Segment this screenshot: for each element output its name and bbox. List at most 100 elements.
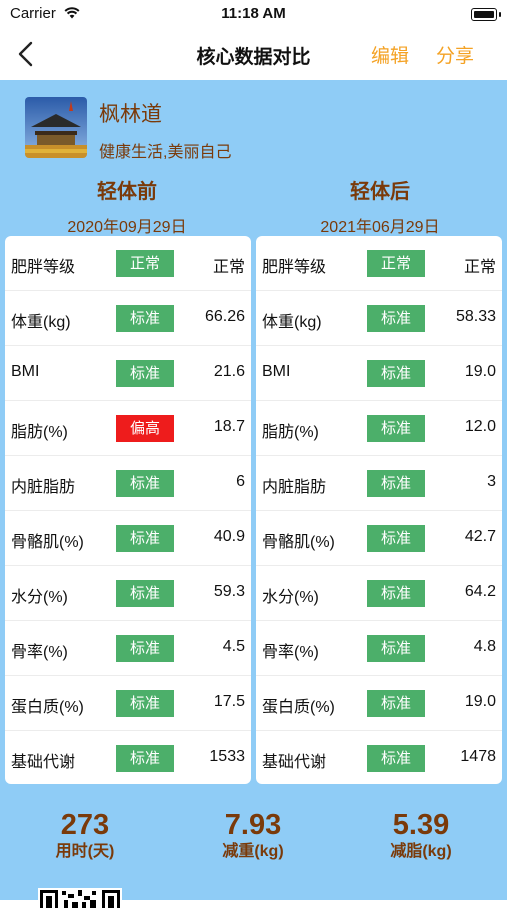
metric-value: 21.6 bbox=[213, 363, 245, 380]
page-title: 核心数据对比 bbox=[196, 47, 311, 68]
before-card: 肥胖等级 正常 正常 体重(kg) 标准 66.26 BMI 标准 21.6 脂肪(%) 偏高 18.… bbox=[5, 236, 251, 784]
metric-value: 4.8 bbox=[473, 638, 496, 655]
status-badge: 标准 bbox=[116, 580, 174, 607]
metric-value: 4.5 bbox=[222, 638, 245, 655]
metric-value: 正常 bbox=[212, 259, 245, 276]
days-value: 273 bbox=[60, 809, 110, 841]
avatar[interactable] bbox=[25, 97, 87, 158]
before-heading: 轻体前 bbox=[97, 181, 157, 203]
status-badge: 标准 bbox=[367, 470, 425, 497]
fat-loss-value: 5.39 bbox=[392, 809, 450, 841]
metric-label: 水分(%) bbox=[11, 589, 68, 606]
user-name: 枫林道 bbox=[99, 103, 162, 126]
metric-label: 基础代谢 bbox=[11, 754, 76, 771]
metric-label: 内脏脂肪 bbox=[11, 479, 76, 496]
metric-value: 3 bbox=[487, 473, 496, 490]
qr-code-icon bbox=[38, 888, 122, 908]
status-badge: 标准 bbox=[367, 635, 425, 662]
metric-value: 17.5 bbox=[213, 693, 245, 710]
back-chevron-icon[interactable] bbox=[14, 40, 40, 68]
status-badge: 标准 bbox=[116, 360, 174, 387]
fat-loss-label: 减脂(kg) bbox=[390, 843, 452, 860]
table-row: 水分(%) 标准 64.2 bbox=[256, 566, 502, 621]
metric-label: 骨率(%) bbox=[262, 644, 319, 661]
table-row: 骨骼肌(%) 标准 42.7 bbox=[256, 511, 502, 566]
after-heading: 轻体后 bbox=[350, 181, 410, 203]
status-badge: 标准 bbox=[116, 635, 174, 662]
nav-bar: 核心数据对比 编辑 分享 bbox=[0, 28, 507, 80]
metric-label: BMI bbox=[262, 363, 291, 380]
summary-days: 273 用时(天) bbox=[5, 808, 165, 862]
metric-label: 蛋白质(%) bbox=[11, 699, 84, 716]
metric-label: 体重(kg) bbox=[262, 314, 322, 331]
status-badge: 标准 bbox=[367, 360, 425, 387]
before-date: 2020年09月29日 bbox=[67, 219, 187, 236]
metric-label: 骨率(%) bbox=[11, 644, 68, 661]
status-badge: 标准 bbox=[367, 690, 425, 717]
metric-value: 18.7 bbox=[213, 418, 245, 435]
metric-value: 19.0 bbox=[464, 363, 496, 380]
table-row: 水分(%) 标准 59.3 bbox=[5, 566, 251, 621]
wifi-icon bbox=[64, 7, 80, 19]
status-badge: 标准 bbox=[116, 470, 174, 497]
metric-label: 骨骼肌(%) bbox=[11, 534, 84, 551]
metric-value: 6 bbox=[236, 473, 245, 490]
status-badge: 标准 bbox=[367, 305, 425, 332]
metric-label: 水分(%) bbox=[262, 589, 319, 606]
after-card: 肥胖等级 正常 正常体重(kg) 标准 58.33 BMI 标准 19.0 脂肪(%) 标准 12.… bbox=[256, 236, 502, 784]
weight-loss-value: 7.93 bbox=[224, 809, 282, 841]
metric-value: 64.2 bbox=[464, 583, 496, 600]
metric-label: 脂肪(%) bbox=[11, 424, 68, 441]
status-time: 11:18 AM bbox=[221, 5, 286, 22]
metric-label: 肥胖等级 bbox=[262, 259, 327, 276]
edit-button[interactable]: 编辑 bbox=[371, 46, 410, 67]
status-badge: 正常 bbox=[116, 250, 174, 277]
status-badge: 标准 bbox=[367, 580, 425, 607]
metric-value: 58.33 bbox=[455, 308, 496, 325]
metric-value: 40.9 bbox=[213, 528, 245, 545]
metric-label: 蛋白质(%) bbox=[262, 699, 335, 716]
status-badge: 标准 bbox=[367, 415, 425, 442]
table-row: 内脏脂肪 标准 3 bbox=[256, 456, 502, 511]
metric-label: 骨骼肌(%) bbox=[262, 534, 335, 551]
metric-value: 59.3 bbox=[213, 583, 245, 600]
metric-value: 66.26 bbox=[204, 308, 245, 325]
metric-value: 12.0 bbox=[464, 418, 496, 435]
status-badge: 标准 bbox=[367, 745, 425, 772]
status-badge: 标准 bbox=[116, 690, 174, 717]
metric-label: 内脏脂肪 bbox=[262, 479, 327, 496]
table-row: 肥胖等级 正常 正常 bbox=[256, 236, 502, 291]
table-row: 内脏脂肪 标准 6 bbox=[5, 456, 251, 511]
metric-label: BMI bbox=[11, 363, 40, 380]
status-badge: 标准 bbox=[116, 745, 174, 772]
days-label: 用时(天) bbox=[55, 843, 115, 860]
table-row: BMI 标准 19.0 bbox=[256, 346, 502, 401]
metric-label: 脂肪(%) bbox=[262, 424, 319, 441]
table-row: 基础代谢 标准 1478 bbox=[256, 731, 502, 784]
metric-label: 肥胖等级 bbox=[11, 259, 76, 276]
metric-value: 1478 bbox=[460, 748, 496, 765]
metric-label: 基础代谢 bbox=[262, 754, 327, 771]
battery-icon bbox=[471, 8, 501, 21]
table-row: 肥胖等级 正常 正常 bbox=[5, 236, 251, 291]
status-badge: 偏高 bbox=[116, 415, 174, 442]
weight-loss-label: 减重(kg) bbox=[222, 843, 284, 860]
summary-weight-loss: 7.93 减重(kg) bbox=[173, 808, 333, 862]
metric-value: 19.0 bbox=[464, 693, 496, 710]
share-button[interactable]: 分享 bbox=[436, 46, 475, 67]
table-row: 脂肪(%) 标准 12.0 bbox=[256, 401, 502, 456]
metric-value: 42.7 bbox=[464, 528, 496, 545]
table-row: 体重(kg) 标准 66.26 bbox=[5, 291, 251, 346]
metric-value: 正常 bbox=[463, 259, 496, 276]
table-row: 蛋白质(%) 标准 19.0 bbox=[256, 676, 502, 731]
status-bar: Carrier 11:18 AM bbox=[0, 0, 507, 28]
status-badge: 正常 bbox=[367, 250, 425, 277]
table-row: 骨率(%) 标准 4.8 bbox=[256, 621, 502, 676]
summary-fat-loss: 5.39 减脂(kg) bbox=[341, 808, 501, 862]
status-badge: 标准 bbox=[116, 305, 174, 332]
table-row: 体重(kg) 标准 58.33 bbox=[256, 291, 502, 346]
table-row: 骨骼肌(%) 标准 40.9 bbox=[5, 511, 251, 566]
comparison-panel: 枫林道 健康生活,美丽自己 轻体前 2020年09月29日 轻体后 2021年0… bbox=[0, 80, 507, 908]
table-row: 脂肪(%) 偏高 18.7 bbox=[5, 401, 251, 456]
table-row: BMI 标准 21.6 bbox=[5, 346, 251, 401]
